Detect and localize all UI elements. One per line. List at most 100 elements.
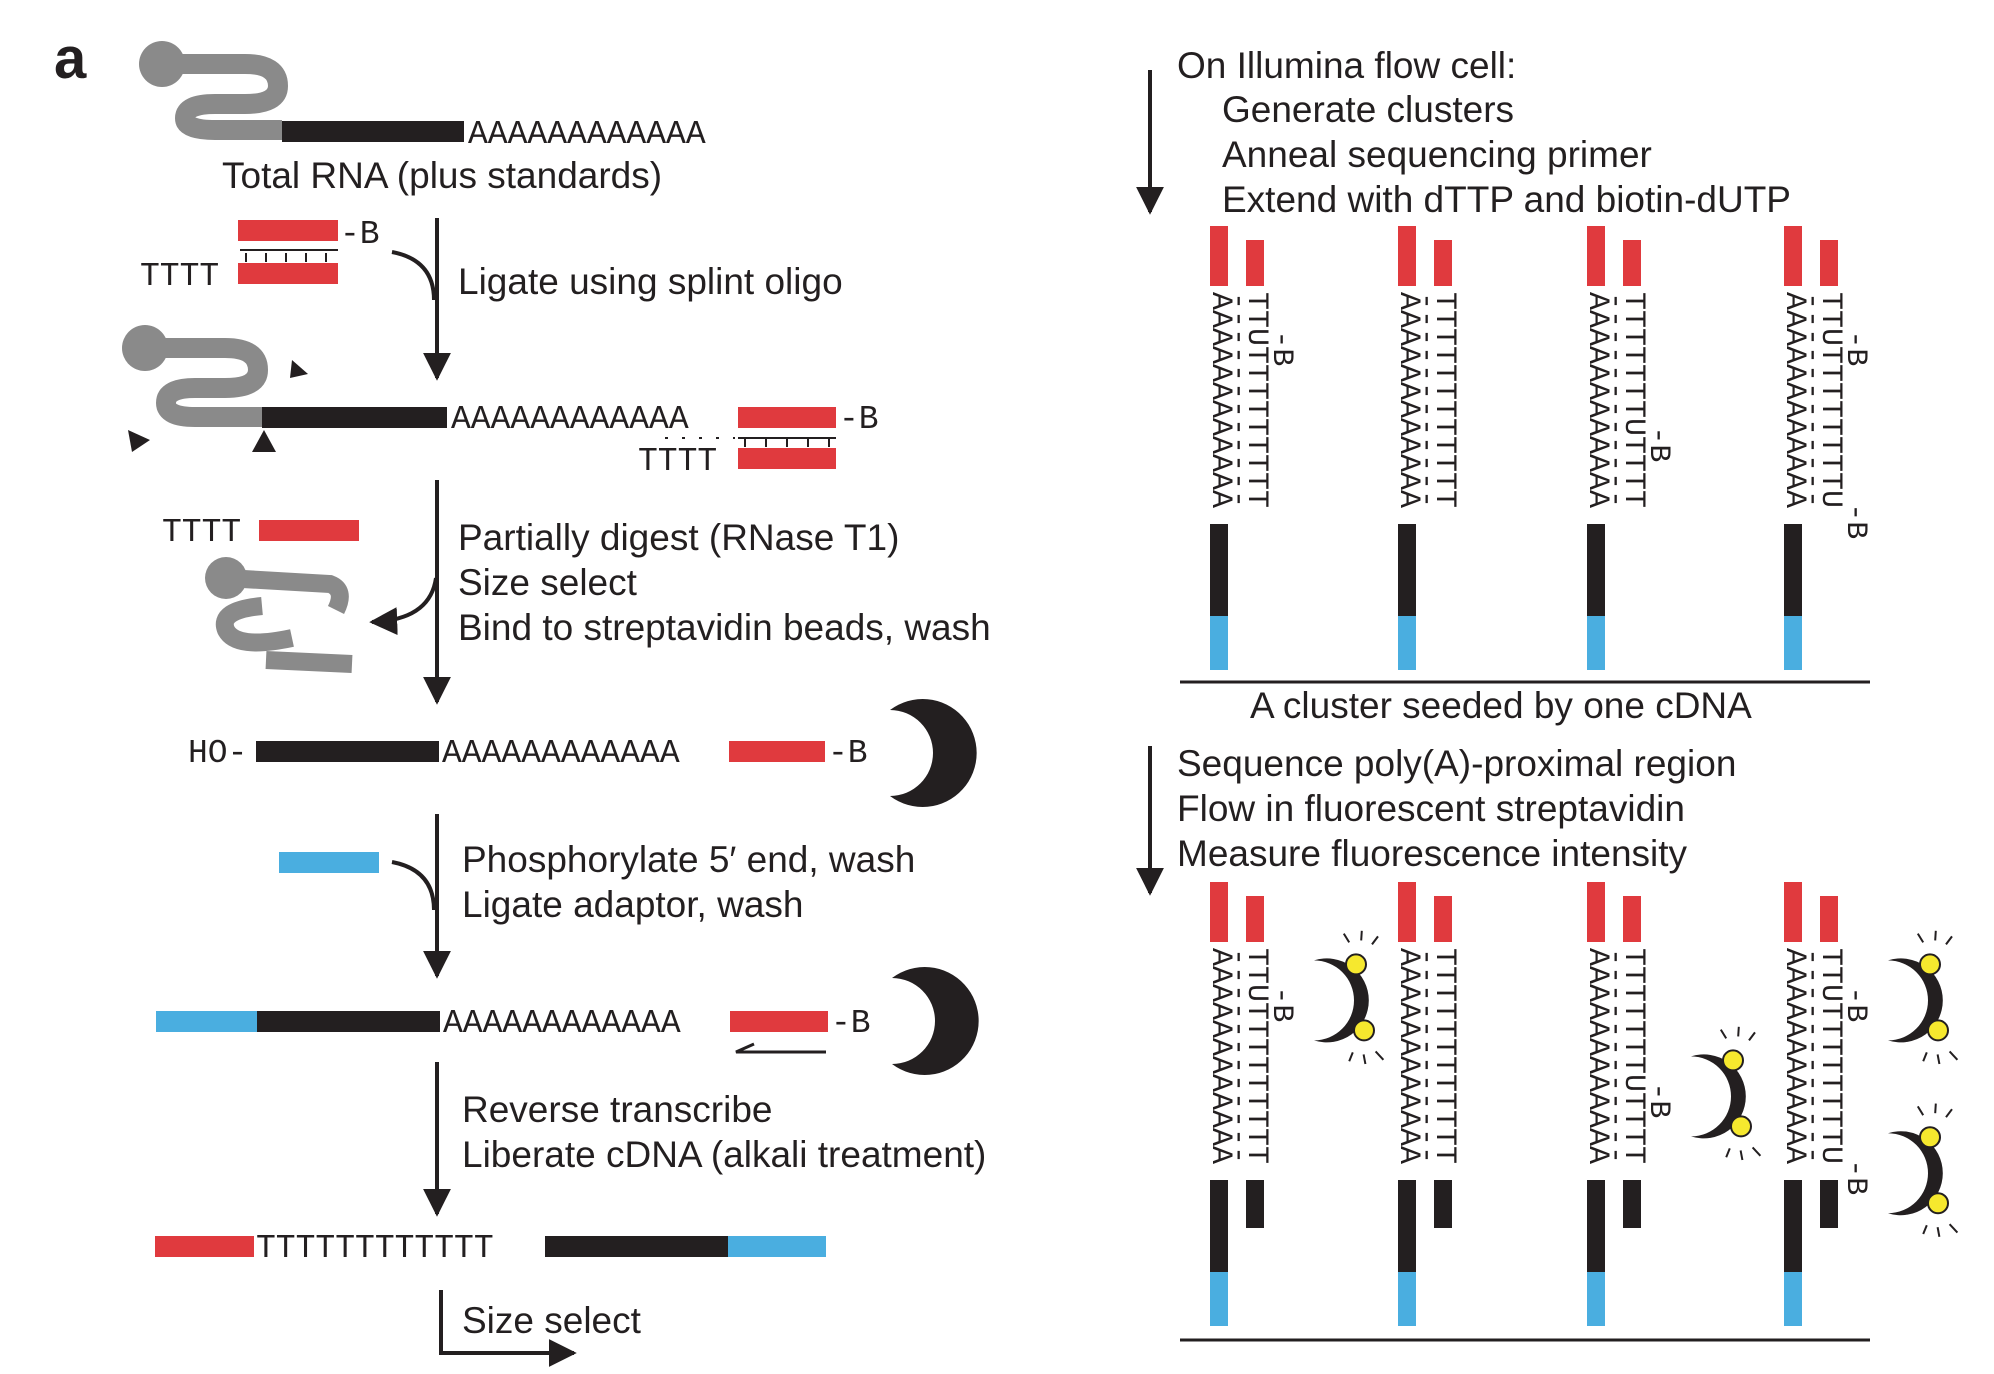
flow-cell-header: On Illumina flow cell: bbox=[1177, 45, 1516, 86]
streptavidin-bead bbox=[1691, 1054, 1746, 1139]
biotin-label: -B bbox=[1838, 986, 1872, 1022]
poly-a-strand: AAAAAAAAAAAA bbox=[1203, 292, 1237, 508]
cluster-bottom: AAAAAAAAAAAA------------TTUTTTTTTTTT-B AA… bbox=[1203, 882, 1959, 1326]
fluorophore bbox=[1722, 1049, 1744, 1072]
primer-red bbox=[1587, 882, 1605, 942]
insert-black bbox=[1210, 524, 1228, 616]
primer-red bbox=[1210, 226, 1228, 286]
step-reverse-line-2: Liberate cDNA (alkali treatment) bbox=[462, 1134, 986, 1175]
biotin-label: -B bbox=[839, 401, 879, 438]
primer-red bbox=[1246, 896, 1264, 942]
fluorophore bbox=[1919, 953, 1941, 976]
fluorescence-ray bbox=[1725, 1148, 1731, 1158]
step-phosphorylate-line-2: Ligate adaptor, wash bbox=[462, 884, 803, 925]
cleavage-arrowhead bbox=[252, 430, 276, 452]
primer-red bbox=[1820, 896, 1838, 942]
poly-a-strand: AAAAAAAAAAAA bbox=[1391, 292, 1425, 508]
step-ligate-label: Ligate using splint oligo bbox=[458, 261, 843, 302]
biotin-label: -B bbox=[1838, 330, 1872, 366]
biotin-tag: -B bbox=[1838, 1103, 1959, 1237]
poly-a-strand: AAAAAAAAAAAA bbox=[1580, 292, 1614, 508]
extension-black bbox=[1820, 1180, 1838, 1228]
ligated-molecule: AAAAAAAAAAAA -B TTTT bbox=[122, 325, 879, 480]
poly-t-strand: TTUTTTTTTTTT bbox=[1239, 948, 1273, 1164]
extension-black bbox=[1623, 1180, 1641, 1228]
streptavidin-bead bbox=[1314, 958, 1369, 1043]
fluorophore bbox=[1927, 1192, 1949, 1215]
step-digest-line-1: Partially digest (RNase T1) bbox=[458, 517, 899, 558]
fluorescence-ray bbox=[1945, 1108, 1953, 1118]
sequence-step-1: Sequence poly(A)-proximal region bbox=[1177, 743, 1736, 784]
fluorescence-ray bbox=[1936, 1054, 1941, 1065]
cluster-strand-pair: AAAAAAAAAAAA------------TTUTTTTTTTTT-B bbox=[1203, 226, 1298, 670]
streptavidin-bead bbox=[892, 966, 979, 1075]
arrow-discard bbox=[369, 577, 438, 636]
step-phosphorylate-line-1: Phosphorylate 5′ end, wash bbox=[462, 839, 915, 880]
adaptor-blue bbox=[1784, 1272, 1802, 1326]
biotin-label: -B bbox=[1838, 503, 1872, 539]
biotin-tag: -B bbox=[1641, 426, 1675, 462]
poly-t-strand: TTUTTTTTTTTU bbox=[1813, 948, 1847, 1164]
insert-black bbox=[1210, 1180, 1228, 1272]
biotin-tag: -B bbox=[1838, 503, 1872, 539]
sequence-step-3: Measure fluorescence intensity bbox=[1177, 833, 1688, 874]
fluorescence-ray bbox=[1934, 1103, 1937, 1114]
panel-label: a bbox=[54, 26, 87, 91]
base-pairing: ------------ bbox=[1221, 292, 1255, 508]
cluster-strand-pair: AAAAAAAAAAAA------------TTTTTTTTTTTT bbox=[1391, 226, 1461, 670]
streptavidin-bead bbox=[890, 699, 977, 807]
fluorescence-ray bbox=[1719, 1029, 1728, 1039]
fluorescence-ray bbox=[1362, 1054, 1367, 1065]
tttt-sequence: TTTT bbox=[638, 443, 717, 480]
insert-black bbox=[1398, 524, 1416, 616]
insert-black bbox=[1784, 1180, 1802, 1272]
cluster-strand-pair: AAAAAAAAAAAA------------TTTTTTTUTTTT-B bbox=[1580, 882, 1762, 1326]
step-digest-line-2: Size select bbox=[458, 562, 638, 603]
biotin-label: -B bbox=[340, 216, 380, 253]
primer-red bbox=[1398, 882, 1416, 942]
fluorescence-ray bbox=[1371, 935, 1379, 946]
fluorophore bbox=[1927, 1019, 1949, 1042]
step-reverse-line-1: Reverse transcribe bbox=[462, 1089, 773, 1130]
adaptor-blue bbox=[1398, 1272, 1416, 1326]
biotin-tag: -B bbox=[1838, 330, 1872, 366]
insert-black bbox=[1587, 1180, 1605, 1272]
cluster-strand-pair: AAAAAAAAAAAA------------TTTTTTTUTTTT-B bbox=[1580, 226, 1675, 670]
base-pairing: ------------ bbox=[1795, 292, 1829, 508]
poly-a-strand: AAAAAAAAAAAA bbox=[1391, 948, 1425, 1164]
poly-a-strand: AAAAAAAAAAAA bbox=[1580, 948, 1614, 1164]
adaptor-blue bbox=[1398, 616, 1416, 670]
adaptor bbox=[279, 852, 379, 873]
sequence-step-2: Flow in fluorescent streptavidin bbox=[1177, 788, 1685, 829]
fluorescence-ray bbox=[1739, 1150, 1744, 1161]
tttt-sequence: TTTT bbox=[162, 514, 241, 551]
adaptor-blue bbox=[1587, 616, 1605, 670]
fluorescence-ray bbox=[1360, 930, 1363, 941]
cluster-strand-pair: AAAAAAAAAAAA------------TTUTTTTTTTTU-B -B bbox=[1777, 226, 1872, 670]
fluorescence-ray bbox=[1916, 933, 1925, 943]
cluster-strand-pair: AAAAAAAAAAAA------------TTUTTTTTTTTT-B bbox=[1203, 882, 1385, 1326]
insert-black bbox=[1587, 524, 1605, 616]
primer-red bbox=[1434, 240, 1452, 286]
step-size-select-label: Size select bbox=[462, 1300, 642, 1341]
cluster-top: AAAAAAAAAAAA------------TTUTTTTTTTTT-B AA… bbox=[1203, 226, 1872, 670]
fluorescence-ray bbox=[1916, 1105, 1925, 1116]
flow-cell-step-2: Anneal sequencing primer bbox=[1222, 134, 1652, 175]
cluster-caption: A cluster seeded by one cDNA bbox=[1250, 685, 1752, 726]
fluorophore bbox=[1353, 1019, 1375, 1042]
insert-black bbox=[1784, 524, 1802, 616]
cdna-molecule: TTTTTTTTTTTT bbox=[155, 1230, 826, 1267]
poly-a-strand: AAAAAAAAAAAA bbox=[1203, 948, 1237, 1164]
primer-red bbox=[1398, 226, 1416, 286]
base-pairing: ------------ bbox=[1409, 948, 1443, 1164]
poly-t-strand: TTTTTTTTTTTT bbox=[1427, 948, 1461, 1164]
fluorophore bbox=[1730, 1115, 1752, 1138]
base-pairing: ------------ bbox=[1409, 292, 1443, 508]
adaptor-blue bbox=[1784, 616, 1802, 670]
extension-black bbox=[1434, 1180, 1452, 1228]
primer-red bbox=[1210, 882, 1228, 942]
total-rna-molecule: AAAAAAAAAAAA bbox=[139, 41, 706, 153]
adaptor-ligated-molecule: AAAAAAAAAAAA -B bbox=[156, 966, 979, 1075]
digest-fragments: TTTT bbox=[162, 514, 359, 673]
